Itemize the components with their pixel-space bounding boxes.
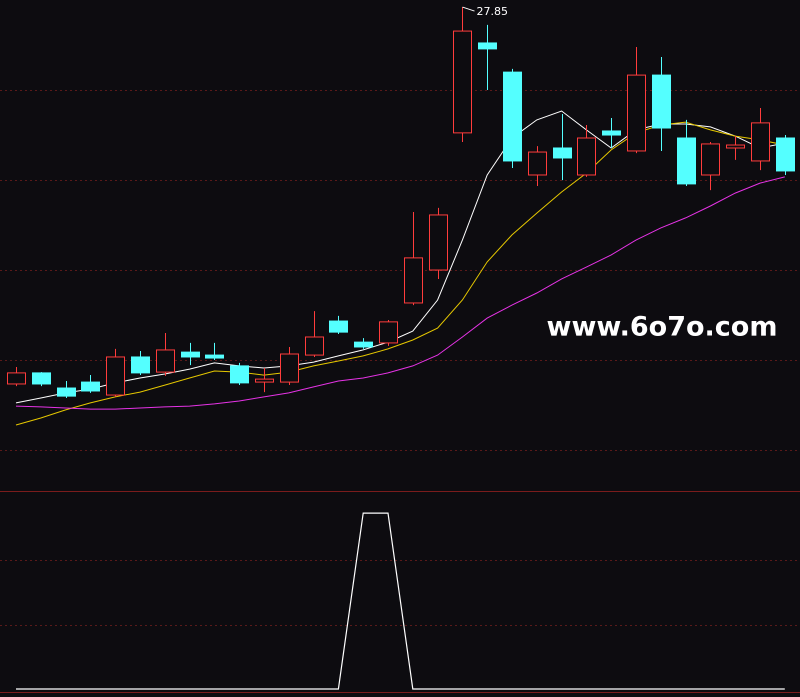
indicator-line	[16, 512, 785, 690]
high-pointer	[462, 6, 475, 12]
candle-body	[776, 137, 795, 172]
grid	[0, 90, 800, 626]
candle-body	[329, 320, 348, 333]
candle-body	[32, 372, 51, 385]
candle-body	[156, 349, 175, 373]
candle-body	[528, 151, 547, 176]
candle-body	[652, 74, 671, 129]
candle-body	[280, 353, 299, 383]
candle-body	[305, 336, 324, 356]
watermark: www.6o7o.com	[547, 312, 778, 343]
candle-body	[701, 143, 720, 176]
candle-body	[354, 341, 373, 348]
candle-body	[81, 381, 100, 392]
candle-body	[577, 137, 596, 176]
candle-body	[230, 365, 249, 384]
candle-body	[602, 130, 621, 136]
candle-body	[379, 321, 398, 344]
candle-body	[106, 356, 125, 396]
candle-body	[677, 137, 696, 185]
candle-body	[255, 378, 274, 383]
candle-body	[181, 351, 200, 358]
candle-body	[131, 356, 150, 374]
candle-body	[205, 354, 224, 359]
candle-body	[726, 144, 745, 149]
candle-body	[404, 257, 423, 304]
candle-body	[503, 71, 522, 162]
candle-body	[751, 122, 770, 162]
candle-body	[627, 74, 646, 152]
candle-body	[478, 42, 497, 50]
candle-body	[453, 30, 472, 134]
candle-body	[7, 372, 26, 385]
candle-body	[57, 387, 76, 397]
high-label: 27.85	[477, 5, 509, 18]
candle-body	[553, 147, 572, 159]
moving-average-line	[15, 176, 785, 410]
candle-body	[429, 214, 448, 271]
